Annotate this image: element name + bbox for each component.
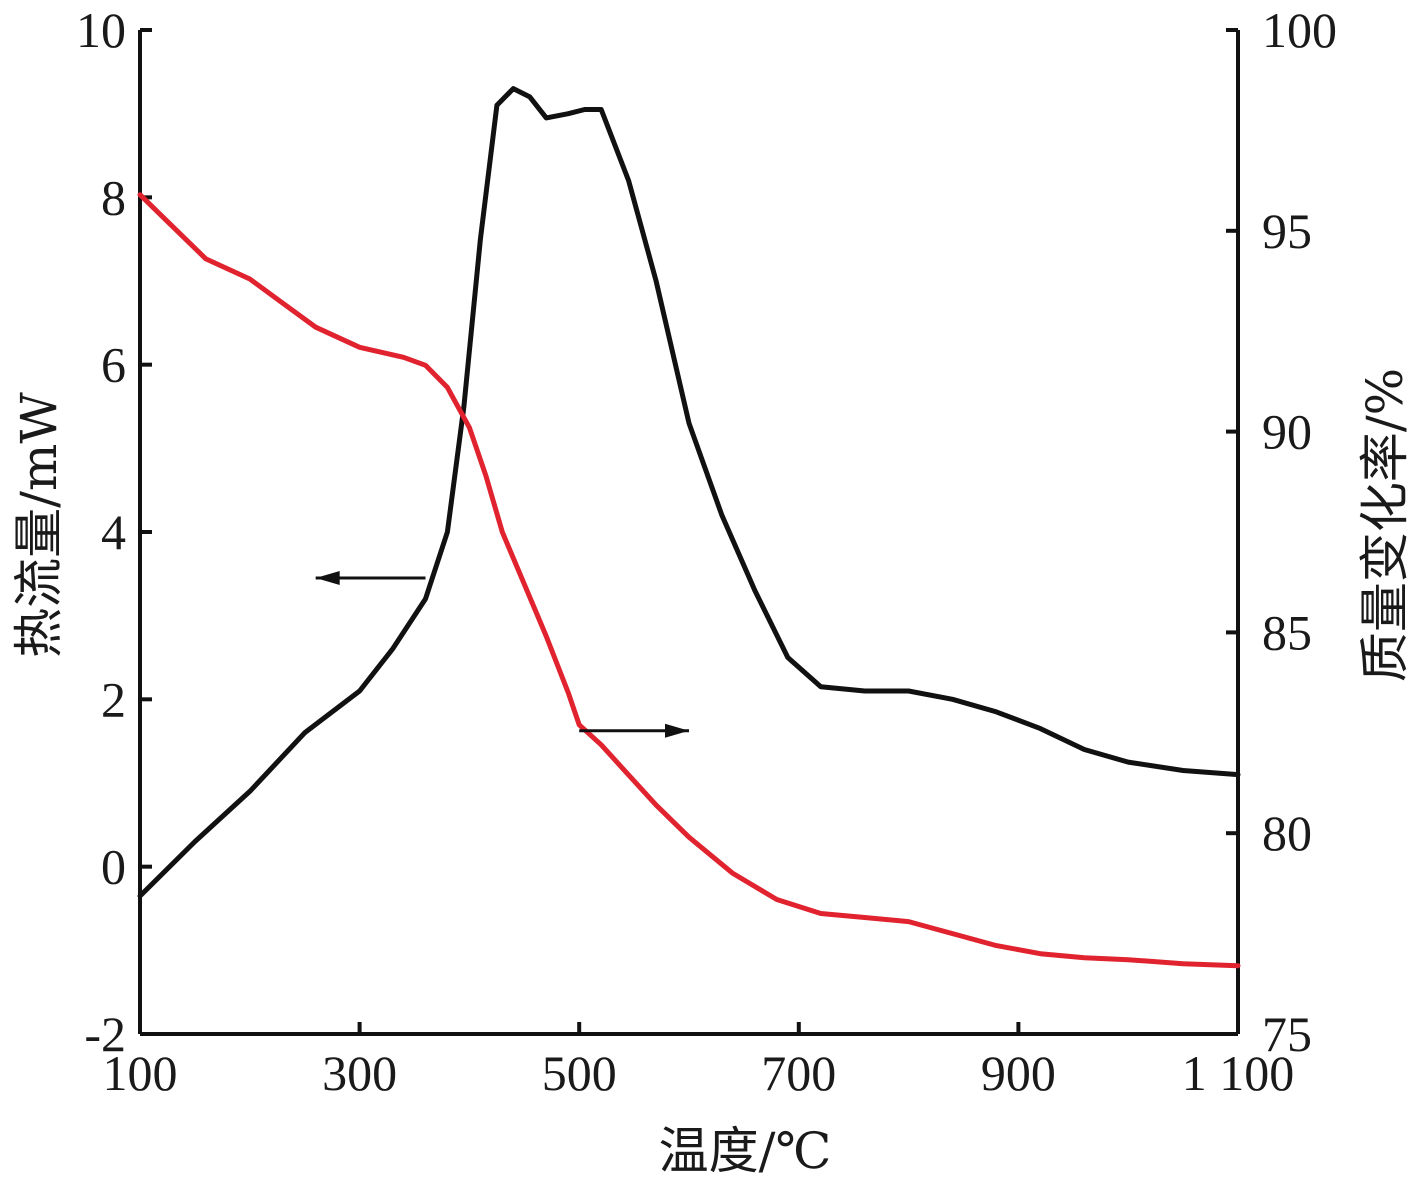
x-tick-label: 500 xyxy=(542,1045,617,1101)
left-y-tick-label: 10 xyxy=(76,2,126,58)
series-layer xyxy=(137,86,1241,969)
x-axis-title: 温度/℃ xyxy=(659,1122,832,1180)
left-y-ticks: -2 0 2 4 6 8 10 xyxy=(76,2,152,1062)
x-tick-label: 900 xyxy=(981,1045,1056,1101)
left-y-tick-label: 8 xyxy=(101,169,126,225)
x-tick-label: 1 100 xyxy=(1182,1045,1295,1101)
left-y-tick-label: 4 xyxy=(101,504,126,560)
arrow-left-head xyxy=(315,571,340,586)
mass-change-line xyxy=(137,192,1241,969)
right-y-ticks: 75 80 85 90 95 100 xyxy=(1226,2,1337,1062)
right-y-tick-label: 85 xyxy=(1262,604,1312,660)
plot-frame xyxy=(138,30,1240,1036)
left-y-axis-title: 热流量/mW xyxy=(10,392,68,658)
right-y-axis-title: 质量变化率/% xyxy=(1356,368,1414,682)
heat-flow-line xyxy=(137,86,1241,899)
left-y-tick-label: 2 xyxy=(101,671,126,727)
left-y-tick-label: 6 xyxy=(101,337,126,393)
arrow-right-head xyxy=(665,723,689,738)
x-ticks: 100 300 500 700 900 1 100 xyxy=(103,1022,1295,1101)
left-y-tick-label: -2 xyxy=(84,1006,126,1062)
left-y-tick-label: 0 xyxy=(101,839,126,895)
right-y-tick-label: 90 xyxy=(1262,404,1312,460)
right-y-tick-label: 100 xyxy=(1262,2,1337,58)
right-y-tick-label: 75 xyxy=(1262,1006,1312,1062)
right-y-tick-label: 95 xyxy=(1262,203,1312,259)
x-tick-label: 300 xyxy=(322,1045,397,1101)
x-tick-label: 700 xyxy=(761,1045,836,1101)
right-y-tick-label: 80 xyxy=(1262,805,1312,861)
x-tick-label: 100 xyxy=(103,1045,178,1101)
annotation-layer xyxy=(315,571,689,738)
